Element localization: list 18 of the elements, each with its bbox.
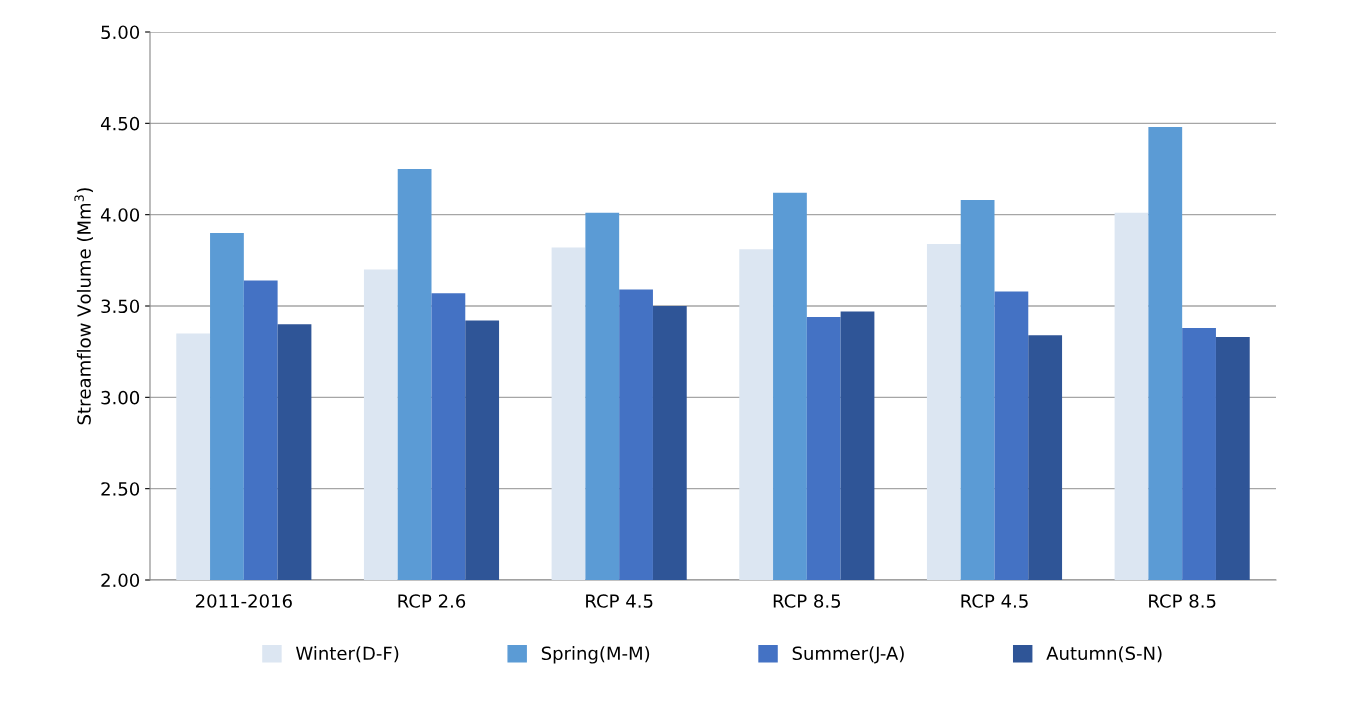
x-tick-label: RCP 8.5 [1149, 594, 1216, 608]
x-tick-label: RCP 8.5 [773, 594, 841, 608]
x-tick-label: RCP 4.5 [961, 594, 1028, 608]
y-tick-label: 3.00 [101, 390, 140, 405]
x-tick-label: RCP 4.5 [586, 594, 653, 608]
x-tick-label: 2011-2016 [195, 594, 292, 608]
y-tick-label: 2.50 [101, 482, 140, 496]
y-axis-title: Streamflow Volume (Mm$^{3}$) [74, 188, 94, 425]
legend-label: Spring(M-M) [541, 646, 650, 664]
legend-label: Summer(J-A) [792, 646, 904, 664]
y-tick-label: 3.50 [101, 299, 140, 314]
y-tick-label: 2.00 [101, 573, 140, 588]
y-tick-label: 5.00 [101, 25, 140, 40]
legend-label: Winter(D-F) [296, 646, 399, 663]
y-tick-label: 4.50 [100, 116, 140, 131]
y-tick-label: 4.00 [100, 208, 140, 222]
x-tick-label: RCP 2.6 [398, 594, 466, 608]
legend-label: Autumn(S-N) [1046, 646, 1162, 663]
